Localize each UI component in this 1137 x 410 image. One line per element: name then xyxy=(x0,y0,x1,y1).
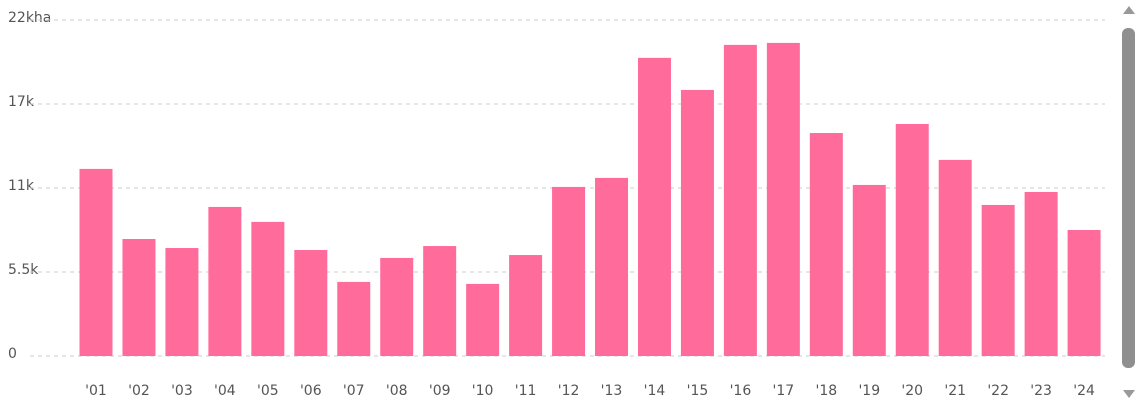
bar xyxy=(895,124,929,357)
x-tick-label: '20 xyxy=(901,383,923,399)
bar xyxy=(165,248,199,356)
x-tick-label: '09 xyxy=(429,383,451,399)
x-tick-label: '10 xyxy=(472,383,494,399)
bar xyxy=(809,133,843,356)
bar xyxy=(981,204,1015,356)
bar xyxy=(251,221,285,356)
x-tick-label: '13 xyxy=(601,383,623,399)
y-tick-label: 5.5k xyxy=(8,262,39,278)
bar xyxy=(852,184,886,356)
x-tick-label: '21 xyxy=(944,383,966,399)
x-tick-label: '02 xyxy=(128,383,150,399)
x-tick-label: '11 xyxy=(515,383,537,399)
bar xyxy=(79,168,113,356)
bar xyxy=(766,42,800,357)
bar xyxy=(294,250,328,356)
x-tick-label: '06 xyxy=(300,383,322,399)
x-tick-label: '07 xyxy=(343,383,365,399)
scroll-thumb[interactable] xyxy=(1122,28,1135,368)
scroll-up-arrow[interactable] xyxy=(1123,6,1135,14)
bar xyxy=(723,44,757,357)
x-tick-label: '03 xyxy=(171,383,193,399)
bar xyxy=(1067,230,1101,356)
x-tick-label: '19 xyxy=(858,383,880,399)
bar xyxy=(466,283,500,356)
x-tick-label: '04 xyxy=(214,383,236,399)
scrollbar[interactable] xyxy=(1122,6,1135,398)
scroll-down-arrow[interactable] xyxy=(1123,390,1135,398)
bar xyxy=(423,246,457,356)
x-tick-label: '18 xyxy=(815,383,837,399)
bar xyxy=(680,89,714,356)
bar xyxy=(509,255,543,356)
bar xyxy=(595,177,629,356)
bar xyxy=(938,159,972,356)
x-tick-label: '23 xyxy=(1030,383,1052,399)
y-tick-label: 22kha xyxy=(8,10,51,26)
y-tick-label: 0 xyxy=(8,346,17,362)
y-tick-label: 17k xyxy=(8,94,35,110)
x-tick-label: '14 xyxy=(644,383,666,399)
bar xyxy=(208,206,242,356)
bar xyxy=(1024,191,1058,356)
x-tick-label: '17 xyxy=(773,383,795,399)
x-tick-label: '12 xyxy=(558,383,580,399)
bar xyxy=(122,239,156,356)
x-tick-label: '15 xyxy=(687,383,709,399)
y-tick-label: 11k xyxy=(8,178,35,194)
bar xyxy=(552,186,586,356)
x-tick-label: '16 xyxy=(730,383,752,399)
bar xyxy=(380,257,414,356)
x-tick-label: '05 xyxy=(257,383,279,399)
x-tick-label: '22 xyxy=(987,383,1009,399)
bar xyxy=(337,281,371,356)
x-tick-label: '01 xyxy=(85,383,107,399)
x-tick-label: '24 xyxy=(1073,383,1095,399)
bar xyxy=(637,57,671,356)
x-tick-label: '08 xyxy=(386,383,408,399)
